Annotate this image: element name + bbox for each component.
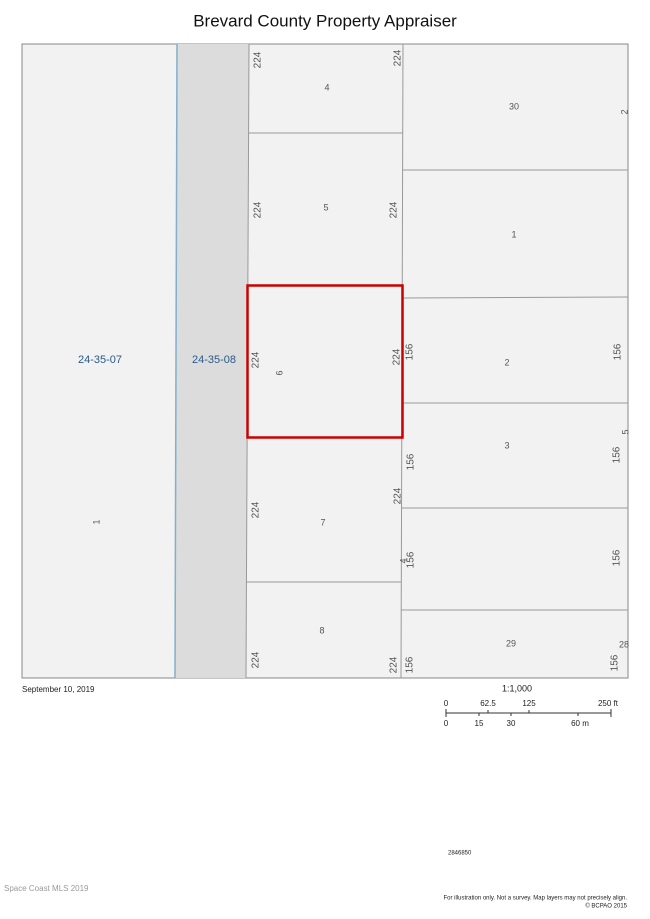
- dimension-label: 224: [253, 201, 264, 218]
- lot-label: 5: [620, 429, 630, 434]
- copyright: © BCPAO 2015: [585, 903, 627, 910]
- section-line: [174, 43, 178, 679]
- lot-label: 30: [509, 101, 519, 111]
- scale-bar: [445, 709, 612, 717]
- dimension-label: 156: [405, 656, 416, 673]
- lot-label: 3: [504, 440, 509, 450]
- dimension-label: 156: [613, 343, 624, 360]
- dimension-label: 224: [251, 351, 262, 368]
- lot-label: 7: [320, 517, 325, 527]
- scale-label-m: 15: [475, 719, 484, 728]
- lot-label: 1: [511, 229, 516, 239]
- dimension-label: 224: [393, 49, 404, 66]
- dimension-label: 156: [406, 453, 417, 470]
- scale-label-ft: 250 ft: [598, 699, 619, 708]
- road: [175, 44, 249, 678]
- lot-label: 5: [323, 202, 328, 212]
- scale-label-m: 0: [444, 719, 449, 728]
- section-label: 24-35-07: [78, 354, 122, 366]
- lot-label: 28: [619, 639, 629, 649]
- lot-label: 6: [274, 370, 284, 375]
- section-label: 24-35-08: [192, 354, 236, 366]
- dimension-label: 156: [612, 549, 623, 566]
- map-background: [21, 43, 629, 679]
- scale-ratio: 1:1,000: [502, 683, 532, 693]
- scale-label-ft: 125: [522, 699, 536, 708]
- dimension-label: 156: [610, 654, 621, 671]
- lot-label: 1: [91, 519, 101, 524]
- dimension-label: 224: [251, 501, 262, 518]
- dimension-label: 156: [405, 343, 416, 360]
- watermark: Space Coast MLS 2019: [4, 884, 89, 893]
- scale-label-ft: 62.5: [480, 699, 496, 708]
- dimension-label: 224: [389, 656, 400, 673]
- date: September 10, 2019: [22, 685, 95, 694]
- disclaimer: For illustration only. Not a survey. Map…: [443, 896, 627, 902]
- lot-label: 2: [619, 109, 629, 114]
- scale-label-m: 30: [507, 719, 516, 728]
- dimension-label: 224: [253, 51, 264, 68]
- scale-label-m: 60 m: [571, 719, 589, 728]
- dimension-label: 224: [392, 348, 403, 365]
- dimension-label: 224: [251, 651, 262, 668]
- dimension-label: 224: [393, 487, 404, 504]
- lot-label: 4: [398, 558, 408, 563]
- title: Brevard County Property Appraiser: [193, 11, 457, 30]
- subject-parcel: [246, 284, 404, 439]
- lot-label: 29: [506, 638, 516, 648]
- scale-label-ft: 0: [444, 699, 449, 708]
- dimension-label: 224: [389, 201, 400, 218]
- lot-label: 4: [324, 82, 329, 92]
- map-frame: [21, 43, 629, 679]
- lot-label: 8: [319, 625, 324, 635]
- lot-label: 2: [504, 357, 509, 367]
- dimension-label: 156: [612, 446, 623, 463]
- dimension-label: 156: [406, 551, 417, 568]
- coordinate: 2846850: [448, 851, 472, 857]
